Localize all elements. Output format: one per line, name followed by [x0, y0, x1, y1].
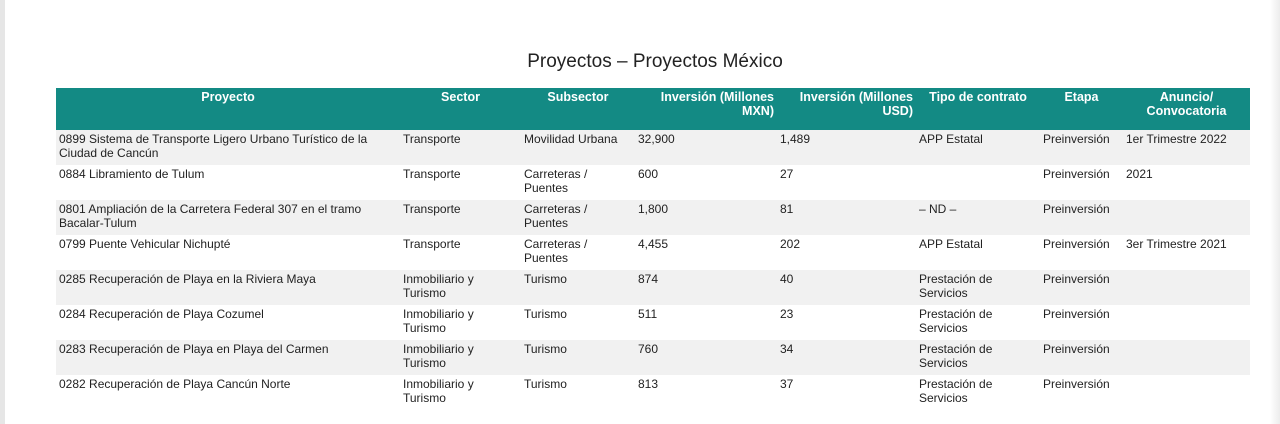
cell-inversion-mxn: 760	[638, 342, 659, 356]
cell-inversion-usd: 27	[780, 167, 794, 181]
cell-subsector: Turismo	[524, 307, 567, 321]
cell-etapa: Preinversión	[1043, 167, 1110, 181]
cell-inversion-usd: 1,489	[780, 132, 811, 146]
column-header-proyecto: Proyecto	[56, 88, 400, 130]
cell-etapa: Preinversión	[1043, 202, 1110, 216]
column-header-subsector: Subsector	[521, 88, 635, 130]
column-header-inversion-mxn: Inversión (Millones MXN)	[635, 88, 777, 130]
cell-sector: Transporte	[403, 167, 461, 181]
cell-etapa: Preinversión	[1043, 132, 1110, 146]
cell-tipo-contrato: Prestación de Servicios	[919, 272, 993, 300]
cell-inversion-usd: 23	[780, 307, 794, 321]
cell-inversion-usd: 37	[780, 377, 794, 391]
column-header-inversion-usd: Inversión (Millones USD)	[777, 88, 916, 130]
cell-proyecto: 0799 Puente Vehicular Nichupté	[59, 237, 231, 251]
cell-inversion-mxn: 4,455	[638, 237, 669, 251]
cell-tipo-contrato	[916, 165, 1040, 200]
page-title: Proyectos – Proyectos México	[527, 51, 783, 72]
cell-anuncio	[1123, 270, 1250, 305]
cell-proyecto: 0282 Recuperación de Playa Cancún Norte	[59, 377, 291, 391]
cell-tipo-contrato: Prestación de Servicios	[919, 377, 993, 405]
cell-inversion-mxn: 32,900	[638, 132, 675, 146]
table-row: 0282 Recuperación de Playa Cancún Norte I…	[56, 375, 1250, 410]
scroll-edge	[1270, 0, 1280, 424]
cell-inversion-mxn: 600	[638, 167, 659, 181]
cell-subsector: Turismo	[524, 377, 567, 391]
cell-tipo-contrato: APP Estatal	[919, 237, 983, 251]
cell-anuncio	[1123, 375, 1250, 410]
cell-etapa: Preinversión	[1043, 307, 1110, 321]
cell-anuncio	[1123, 340, 1250, 375]
table-row: 0899 Sistema de Transporte Ligero Urbano…	[56, 130, 1250, 165]
cell-proyecto: 0285 Recuperación de Playa en la Riviera…	[59, 272, 316, 286]
table-row: 0801 Ampliación de la Carretera Federal …	[56, 200, 1250, 235]
cell-etapa: Preinversión	[1043, 342, 1110, 356]
cell-anuncio	[1123, 305, 1250, 340]
cell-proyecto: 0884 Libramiento de Tulum	[59, 167, 205, 181]
cell-inversion-mxn: 813	[638, 377, 659, 391]
cell-proyecto: 0899 Sistema de Transporte Ligero Urbano…	[59, 132, 368, 160]
cell-tipo-contrato: APP Estatal	[919, 132, 983, 146]
cell-proyecto: 0283 Recuperación de Playa en Playa del …	[59, 342, 329, 356]
cell-anuncio: 3er Trimestre 2021	[1126, 237, 1227, 251]
cell-subsector: Carreteras / Puentes	[524, 202, 588, 230]
cell-tipo-contrato: Prestación de Servicios	[919, 342, 993, 370]
cell-inversion-usd: 40	[780, 272, 794, 286]
table-row: 0799 Puente Vehicular Nichupté Transporte…	[56, 235, 1250, 270]
cell-proyecto: 0801 Ampliación de la Carretera Federal …	[59, 202, 362, 230]
table-row: 0285 Recuperación de Playa en la Riviera…	[56, 270, 1250, 305]
cell-subsector: Turismo	[524, 272, 567, 286]
table-row: 0884 Libramiento de Tulum Transporte Carre…	[56, 165, 1250, 200]
cell-sector: Inmobiliario y Turismo	[403, 377, 474, 405]
cell-sector: Transporte	[403, 237, 461, 251]
table-row: 0283 Recuperación de Playa en Playa del …	[56, 340, 1250, 375]
table-row: 0284 Recuperación de Playa Cozumel Inmobi…	[56, 305, 1250, 340]
cell-etapa: Preinversión	[1043, 272, 1110, 286]
cell-inversion-mxn: 874	[638, 272, 659, 286]
cell-sector: Transporte	[403, 132, 461, 146]
cell-anuncio: 2021	[1126, 167, 1153, 181]
column-header-anuncio: Anuncio/ Convocatoria	[1123, 88, 1250, 130]
cell-inversion-usd: 202	[780, 237, 801, 251]
cell-etapa: Preinversión	[1043, 237, 1110, 251]
column-header-tipo-contrato: Tipo de contrato	[916, 88, 1040, 130]
column-header-etapa: Etapa	[1040, 88, 1123, 130]
cell-sector: Transporte	[403, 202, 461, 216]
cell-inversion-mxn: 1,800	[638, 202, 669, 216]
projects-table: Proyecto Sector Subsector Inversión (Millon…	[56, 88, 1250, 410]
cell-subsector: Carreteras / Puentes	[524, 237, 588, 265]
cell-subsector: Turismo	[524, 342, 567, 356]
cell-anuncio: 1er Trimestre 2022	[1126, 132, 1227, 146]
cell-sector: Inmobiliario y Turismo	[403, 307, 474, 335]
cell-proyecto: 0284 Recuperación de Playa Cozumel	[59, 307, 264, 321]
cell-tipo-contrato: Prestación de Servicios	[919, 307, 993, 335]
cell-inversion-usd: 34	[780, 342, 794, 356]
cell-subsector: Carreteras / Puentes	[524, 167, 588, 195]
cell-sector: Inmobiliario y Turismo	[403, 272, 474, 300]
cell-tipo-contrato: – ND –	[919, 202, 957, 216]
cell-inversion-usd: 81	[780, 202, 794, 216]
table-header: Proyecto Sector Subsector Inversión (Millon…	[56, 88, 1250, 130]
cell-inversion-mxn: 511	[638, 307, 658, 321]
cell-etapa: Preinversión	[1043, 377, 1110, 391]
column-header-sector: Sector	[400, 88, 521, 130]
cell-subsector: Movilidad Urbana	[524, 132, 618, 146]
left-border	[0, 0, 5, 424]
cell-anuncio	[1123, 200, 1250, 235]
cell-sector: Inmobiliario y Turismo	[403, 342, 474, 370]
